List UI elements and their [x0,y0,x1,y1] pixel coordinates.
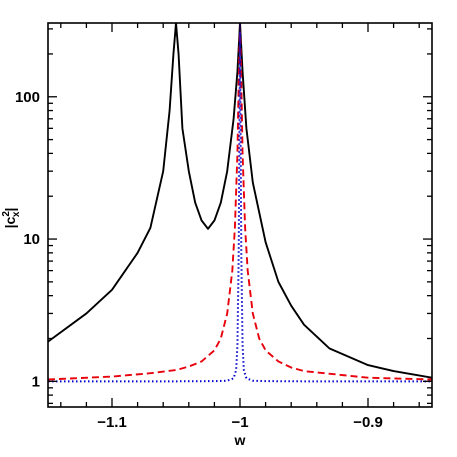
series-blue-dotted [48,23,432,383]
series-black-solid [48,23,432,379]
y-tick-label: 100 [15,89,40,106]
y-axis-label-close: | [2,208,18,212]
y-tick-label: 1 [32,373,40,390]
y-axis-label: |c2x| [1,208,22,229]
y-tick-label: 10 [23,231,40,248]
x-axis-label: w [234,432,246,448]
ticks-layer [48,23,432,407]
x-tick-label: −1.1 [97,414,127,431]
series-layer [48,23,432,383]
labels-layer: −1.1 −1 −0.9 1 10 100 [15,89,383,431]
y-axis-label-sup: 2 [1,211,12,217]
y-axis-label-main: |c [2,216,18,228]
y-axis-label-sub: x [11,211,22,217]
y-axis-label-text: |c2x| [1,208,22,229]
x-tick-label: −1 [231,414,248,431]
plot-frame [47,22,433,408]
x-tick-label: −0.9 [353,414,383,431]
